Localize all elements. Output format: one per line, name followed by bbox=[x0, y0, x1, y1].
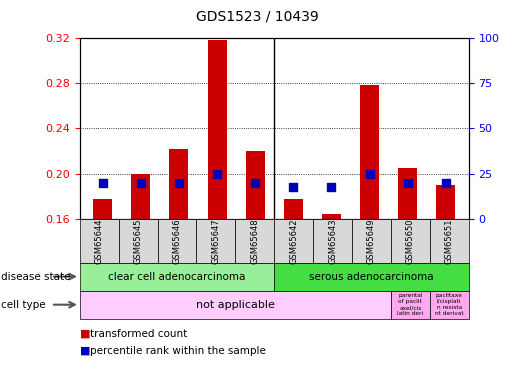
Bar bbox=[398, 168, 417, 219]
Point bbox=[289, 184, 298, 190]
Text: GSM65651: GSM65651 bbox=[445, 218, 454, 264]
Text: clear cell adenocarcinoma: clear cell adenocarcinoma bbox=[108, 272, 246, 282]
Text: GSM65645: GSM65645 bbox=[134, 218, 143, 264]
Text: disease state: disease state bbox=[1, 272, 71, 282]
Point bbox=[136, 180, 145, 186]
Point bbox=[404, 180, 412, 186]
Text: serous adenocarcinoma: serous adenocarcinoma bbox=[309, 272, 434, 282]
Text: transformed count: transformed count bbox=[90, 329, 187, 339]
Point bbox=[98, 180, 107, 186]
Text: GSM65650: GSM65650 bbox=[406, 218, 415, 264]
Bar bbox=[360, 85, 379, 219]
Bar bbox=[322, 214, 341, 219]
Point bbox=[328, 184, 336, 190]
Bar bbox=[284, 199, 303, 219]
Text: ■: ■ bbox=[80, 346, 90, 355]
Point bbox=[442, 180, 450, 186]
Bar bbox=[93, 199, 112, 219]
Text: ■: ■ bbox=[80, 329, 90, 339]
Text: GDS1523 / 10439: GDS1523 / 10439 bbox=[196, 9, 319, 23]
Bar bbox=[131, 174, 150, 219]
Point bbox=[175, 180, 183, 186]
Text: GSM65643: GSM65643 bbox=[328, 218, 337, 264]
Text: cell type: cell type bbox=[1, 300, 46, 310]
Text: GSM65644: GSM65644 bbox=[95, 218, 104, 264]
Text: GSM65648: GSM65648 bbox=[250, 218, 259, 264]
Text: parental
of paclit
axel/cis
latin deri: parental of paclit axel/cis latin deri bbox=[397, 294, 423, 316]
Bar bbox=[436, 185, 455, 219]
Text: GSM65646: GSM65646 bbox=[173, 218, 181, 264]
Text: percentile rank within the sample: percentile rank within the sample bbox=[90, 346, 266, 355]
Point bbox=[366, 171, 374, 177]
Text: not applicable: not applicable bbox=[196, 300, 275, 310]
Text: GSM65647: GSM65647 bbox=[212, 218, 220, 264]
Point bbox=[251, 180, 259, 186]
Text: GSM65642: GSM65642 bbox=[289, 218, 298, 264]
Text: paclitaxe
l/cisplati
n resista
nt derivat: paclitaxe l/cisplati n resista nt deriva… bbox=[435, 294, 464, 316]
Point bbox=[213, 171, 221, 177]
Text: GSM65649: GSM65649 bbox=[367, 218, 376, 264]
Bar bbox=[246, 151, 265, 219]
Bar bbox=[208, 40, 227, 219]
Bar bbox=[169, 149, 188, 219]
